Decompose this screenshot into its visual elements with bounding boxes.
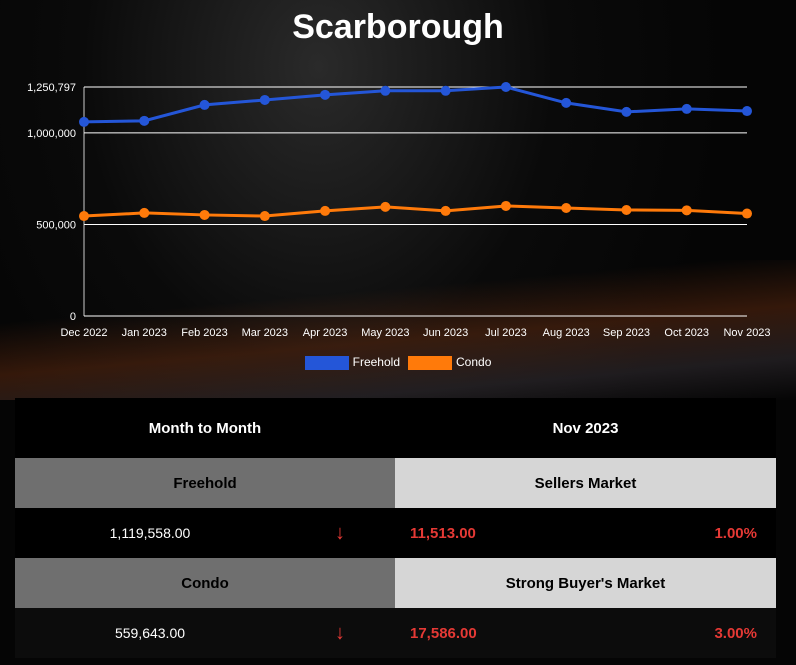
y-tick-label: 1,250,797 xyxy=(27,82,76,94)
x-tick-label: Jun 2023 xyxy=(423,327,468,339)
data-point-freehold xyxy=(79,116,89,127)
change-percent: 1.00% xyxy=(714,524,757,542)
y-tick-label: 500,000 xyxy=(36,219,76,231)
data-point-freehold xyxy=(681,103,692,114)
x-tick-label: Jan 2023 xyxy=(122,327,167,339)
freehold-label-row: Freehold Sellers Market xyxy=(15,458,776,508)
series-line-freehold xyxy=(83,85,748,124)
legend-freehold[interactable]: Freehold xyxy=(304,355,400,370)
price-value: 1,119,558.00 xyxy=(109,525,191,541)
data-point-condo xyxy=(79,211,89,222)
change-value: 11,513.00 xyxy=(410,524,476,542)
data-point-condo xyxy=(681,205,692,216)
data-point-condo xyxy=(742,208,752,219)
data-point-freehold xyxy=(561,97,572,108)
data-point-freehold xyxy=(380,85,391,96)
row-label: Condo xyxy=(15,558,395,608)
header-month-to-month: Month to Month xyxy=(148,419,262,437)
table-header: Month to Month Nov 2023 xyxy=(15,403,776,453)
price-value: 559,643.00 xyxy=(114,625,186,641)
x-tick-label: Oct 2023 xyxy=(664,327,709,339)
x-tick-label: Sep 2023 xyxy=(603,327,650,339)
x-tick-label: Dec 2022 xyxy=(60,327,107,339)
x-tick-label: May 2023 xyxy=(361,327,409,339)
legend: Freehold Condo xyxy=(0,355,796,370)
data-point-freehold xyxy=(199,99,210,110)
change-percent: 3.00% xyxy=(714,624,757,642)
legend-condo[interactable]: Condo xyxy=(408,355,491,370)
data-point-condo xyxy=(440,205,451,216)
legend-swatch xyxy=(304,355,349,370)
x-tick-label: Jul 2023 xyxy=(485,327,527,339)
data-point-condo xyxy=(500,200,511,211)
summary-table: Month to Month Nov 2023 Freehold Sellers… xyxy=(15,398,776,658)
x-tick-label: Feb 2023 xyxy=(181,327,227,339)
y-tick-label: 0 xyxy=(70,311,76,323)
page-title: Scarborough xyxy=(292,8,504,46)
data-point-freehold xyxy=(320,89,331,100)
background-light-trails xyxy=(0,260,796,400)
change-value: 17,586.00 xyxy=(410,624,477,642)
market-status: Sellers Market xyxy=(395,458,776,508)
arrow-down-icon: ↓ xyxy=(335,621,345,644)
data-point-condo xyxy=(561,202,572,213)
arrow-down-icon: ↓ xyxy=(335,521,345,544)
header-period: Nov 2023 xyxy=(552,419,619,437)
row-label: Freehold xyxy=(15,458,395,508)
data-point-condo xyxy=(621,204,632,215)
data-point-condo xyxy=(380,201,391,212)
legend-swatch xyxy=(408,355,452,370)
data-point-freehold xyxy=(500,82,511,92)
data-point-condo xyxy=(259,211,270,222)
data-point-freehold xyxy=(440,85,451,96)
series-line-condo xyxy=(83,204,748,218)
y-tick-label: 1,000,000 xyxy=(27,128,76,140)
freehold-value-row: 1,119,558.00 ↓ 11,513.00 1.00% xyxy=(15,508,776,558)
condo-value-row: 559,643.00 ↓ 17,586.00 3.00% xyxy=(15,608,776,658)
x-tick-label: Mar 2023 xyxy=(242,327,288,339)
x-tick-label: Aug 2023 xyxy=(543,327,590,339)
x-tick-label: Apr 2023 xyxy=(303,327,348,339)
data-point-condo xyxy=(199,209,210,220)
data-point-freehold xyxy=(742,106,752,117)
x-tick-label: Nov 2023 xyxy=(723,327,770,339)
market-status: Strong Buyer's Market xyxy=(395,558,776,608)
data-point-freehold xyxy=(259,94,270,105)
data-point-condo xyxy=(320,205,331,216)
data-point-freehold xyxy=(139,115,150,126)
data-point-freehold xyxy=(621,106,632,117)
line-chart: 0 500,000 1,000,000 1,250,797 Dec 2022 Jan 20… xyxy=(27,82,771,339)
data-point-condo xyxy=(139,207,150,218)
condo-label-row: Condo Strong Buyer's Market xyxy=(15,558,776,608)
